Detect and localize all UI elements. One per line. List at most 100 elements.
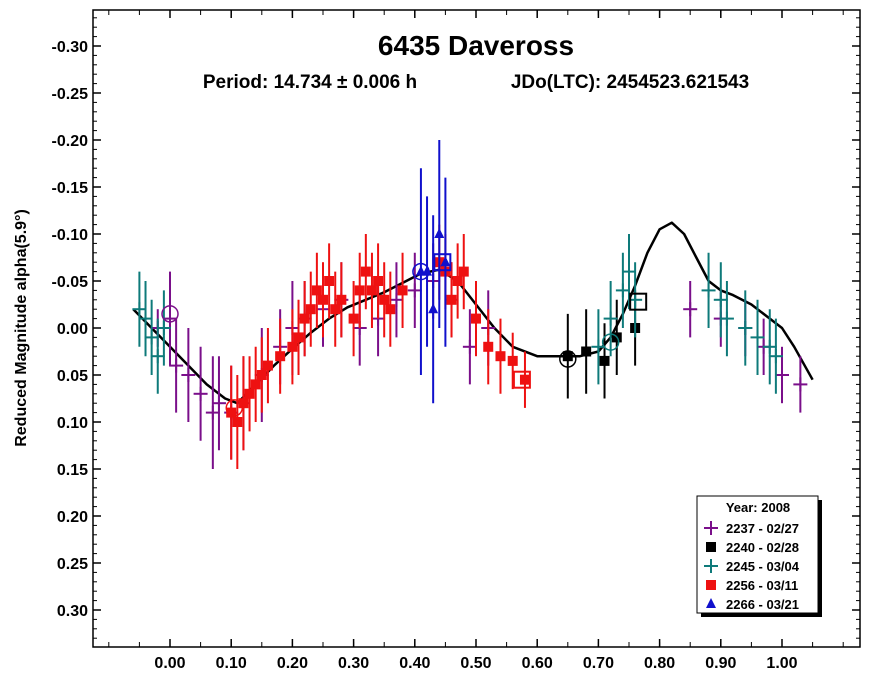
marker-plus [591,339,606,354]
marker-plus [719,311,734,326]
marker-square [483,341,494,352]
marker-square [232,417,243,427]
marker-square [256,370,267,380]
marker-plus [738,321,753,335]
x-tick-label: 0.50 [460,655,491,672]
marker-plus [750,330,765,345]
marker-plus [144,330,159,345]
x-tick-label: 0.90 [705,655,736,672]
legend-title: Year: 2008 [726,500,790,515]
marker-plus [193,386,208,401]
y-tick-label: 0.00 [57,321,88,338]
marker-plus [156,321,171,335]
marker-square [244,388,255,399]
marker-square [471,313,481,324]
marker-square [250,379,261,390]
marker-plus [138,311,153,326]
circled-point [161,305,179,323]
legend-entry: 2245 - 03/04 [704,559,800,574]
marker-plus [205,405,220,420]
y-tick-label: 0.05 [57,368,88,385]
marker-plus [389,292,404,307]
y-axis-label: Reduced Magnitude alpha(5.9°) [13,209,30,447]
marker-square [275,351,286,362]
y-tick-label: -0.30 [52,39,89,56]
marker-square [706,542,716,552]
boxed-point [433,253,452,272]
marker-plus [211,396,226,411]
marker-triangle [428,303,439,314]
marker-plus [793,377,808,392]
marker-square [348,313,359,324]
marker-plus [163,311,177,326]
data-points [132,140,808,469]
x-tick-label: 0.40 [399,655,430,672]
x-tick-label: 0.70 [583,655,614,672]
x-tick-label: 0.80 [644,655,675,672]
marker-square [305,304,316,315]
y-tick-label: -0.20 [52,133,89,150]
marker-plus [181,368,196,382]
marker-square [373,276,384,286]
legend-entry: 2256 - 03/11 [706,578,798,593]
marker-square [324,276,335,286]
chart-subtitle-epoch: JDo(LTC): 2454523.621543 [511,72,749,93]
marker-square [379,294,390,305]
marker-plus [701,283,716,298]
legend-entries: 2237 - 02/27 2240 - 02/28 2245 - 03/04 2256… [704,521,800,612]
y-tick-label: 0.25 [57,556,88,573]
x-tick-label: 0.60 [522,655,553,672]
fit-curve [132,221,814,405]
marker-square [262,360,273,371]
y-tick-label: -0.05 [52,274,89,291]
marker-square [354,285,365,296]
marker-square [452,276,463,286]
marker-plus [683,302,698,317]
chart-title: 6435 Daveross [378,30,574,61]
marker-square [238,398,249,409]
marker-plus [462,339,477,354]
marker-triangle [440,256,451,267]
x-tick-label: 0.20 [277,655,308,672]
x-tick-label: 0.00 [154,655,185,672]
legend-entry: 2266 - 03/21 [706,597,799,612]
y-tick-label: -0.15 [52,180,89,197]
marker-square [581,346,592,357]
legend: Year: 2008 2237 - 02/27 2240 - 02/28 2245 … [696,495,822,617]
boxed-point [629,292,648,311]
legend-entry-label: 2240 - 02/28 [726,540,799,555]
marker-square [226,407,237,418]
marker-plus [622,264,636,279]
marker-square [599,355,610,366]
marker-plus [775,368,789,382]
series-2266 [415,140,451,404]
highlight-markers [161,253,648,417]
marker-plus [768,349,783,364]
y-tick-label: -0.25 [52,86,89,103]
legend-entry: 2240 - 02/28 [706,540,799,555]
x-tick-label: 0.30 [338,655,369,672]
marker-square [385,304,396,315]
marker-plus [762,339,777,354]
marker-square [706,580,716,590]
marker-triangle [706,598,716,608]
marker-triangle [434,228,445,238]
marker-square [287,341,298,352]
y-tick-label: 0.15 [57,462,88,479]
boxed-point [512,370,531,389]
legend-entry: 2237 - 02/27 [704,521,799,536]
x-tick-label: 1.00 [766,655,797,672]
circled-point [225,399,244,417]
y-tick-label: 0.20 [57,509,88,526]
marker-plus [407,283,422,298]
legend-entry-label: 2256 - 03/11 [726,578,798,593]
marker-square [446,294,457,305]
marker-square [330,304,341,315]
chart-subtitle-period: Period: 14.734 ± 0.006 h [203,72,417,93]
marker-square [336,294,347,305]
marker-plus [713,292,728,307]
legend-entry-label: 2245 - 03/04 [726,559,800,574]
legend-entry-label: 2237 - 02/27 [726,521,799,536]
legend-box [696,495,819,614]
